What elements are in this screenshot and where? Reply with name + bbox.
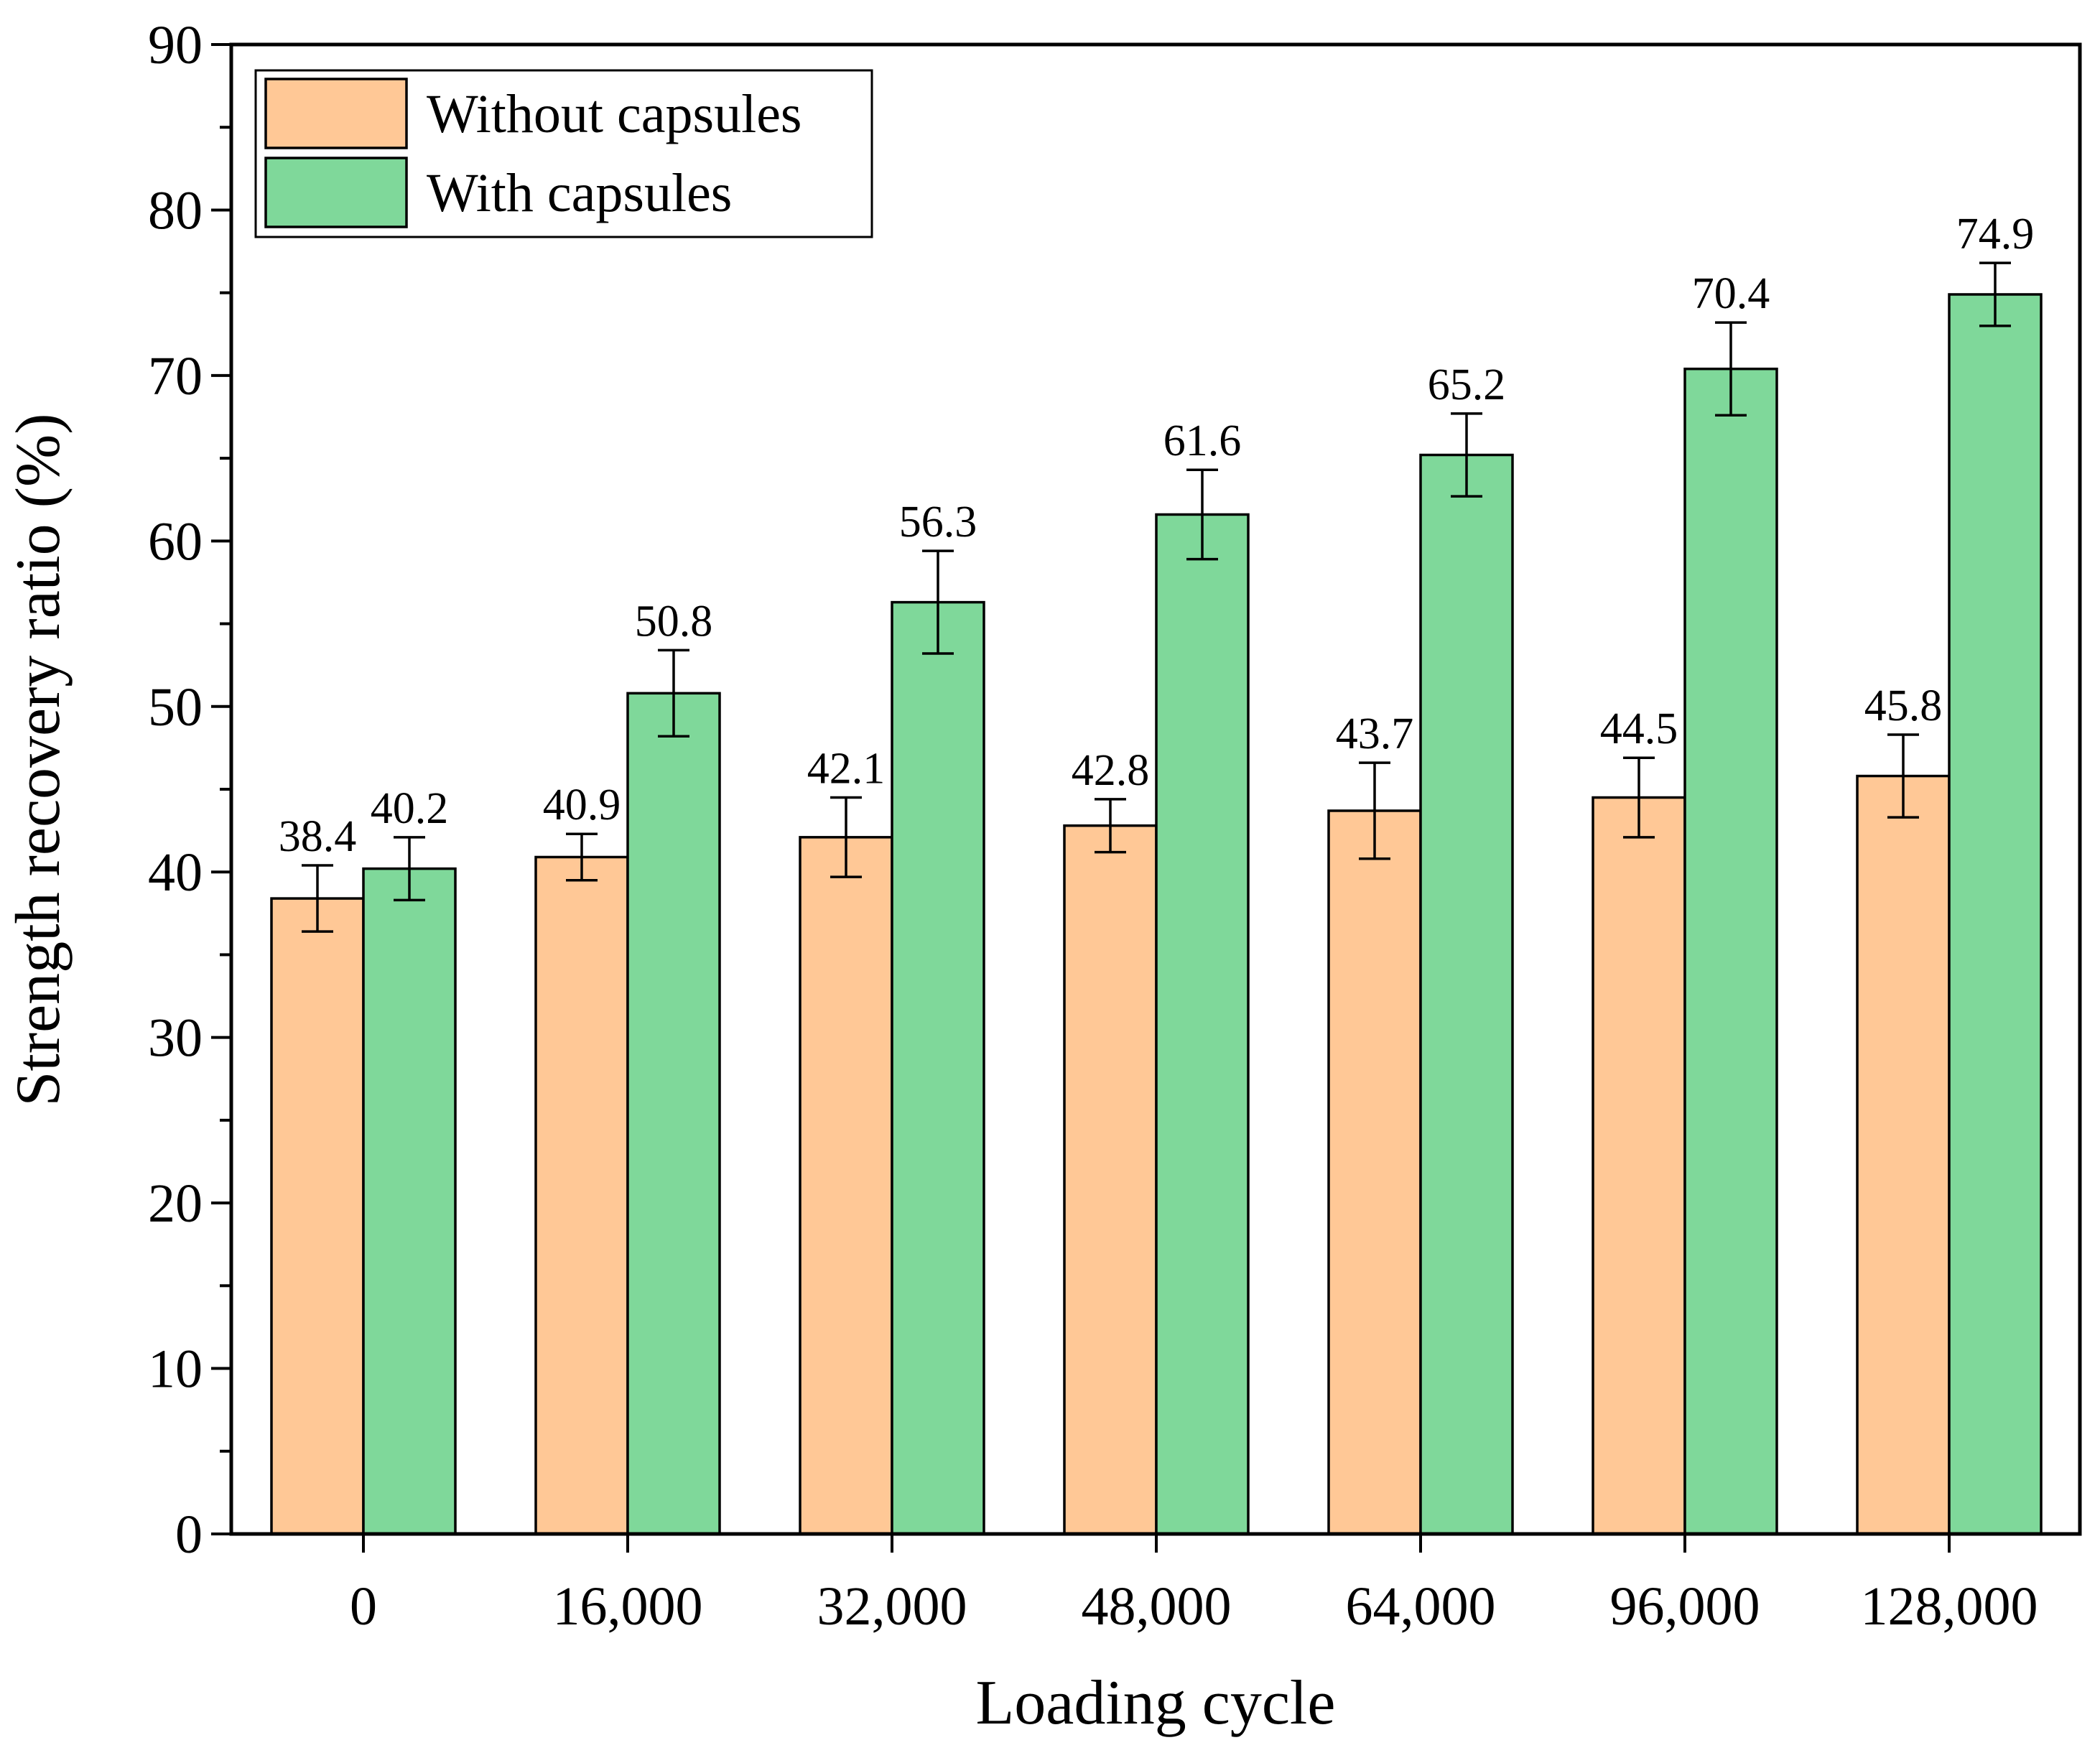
- data-label: 70.4: [1692, 269, 1770, 318]
- x-tick-label: 128,000: [1861, 1576, 2038, 1637]
- bar[interactable]: [1856, 774, 1951, 1535]
- bar[interactable]: [1327, 809, 1422, 1535]
- y-tick-label: 30: [148, 1008, 203, 1069]
- bar[interactable]: [799, 836, 893, 1535]
- legend-swatch: [264, 157, 408, 228]
- y-tick-label: 20: [148, 1173, 203, 1234]
- legend-label: Without capsules: [427, 84, 802, 144]
- data-label: 40.9: [543, 781, 621, 829]
- bar[interactable]: [534, 855, 629, 1535]
- bar[interactable]: [1063, 824, 1158, 1535]
- y-tick-label: 10: [148, 1339, 203, 1400]
- data-label: 40.2: [371, 784, 449, 833]
- bar[interactable]: [626, 692, 721, 1535]
- y-tick-label: 70: [148, 346, 203, 406]
- bar[interactable]: [1155, 513, 1250, 1535]
- legend-label: With capsules: [427, 163, 732, 223]
- data-label: 44.5: [1600, 704, 1678, 753]
- data-label: 45.8: [1864, 682, 1943, 730]
- bar[interactable]: [1592, 796, 1686, 1535]
- data-label: 61.6: [1163, 417, 1242, 465]
- data-label: 42.8: [1072, 746, 1150, 795]
- x-axis-title: Loading cycle: [976, 1668, 1336, 1738]
- data-label: 74.9: [1956, 210, 2035, 259]
- y-tick-label: 50: [148, 677, 203, 738]
- bar[interactable]: [362, 867, 457, 1535]
- x-tick-label: 16,000: [553, 1576, 703, 1637]
- y-tick-label: 90: [148, 15, 203, 75]
- bar[interactable]: [1948, 293, 2043, 1535]
- y-tick-label: 40: [148, 842, 203, 903]
- bar[interactable]: [1683, 367, 1778, 1535]
- legend-swatch: [264, 78, 408, 149]
- x-tick-label: 64,000: [1346, 1576, 1496, 1637]
- data-label: 42.1: [807, 745, 886, 794]
- bar[interactable]: [270, 897, 365, 1535]
- data-label: 43.7: [1336, 710, 1414, 758]
- y-tick-label: 80: [148, 180, 203, 241]
- x-tick-label: 96,000: [1610, 1576, 1760, 1637]
- y-tick-label: 0: [175, 1504, 203, 1565]
- bar[interactable]: [891, 600, 985, 1535]
- y-tick-label: 60: [148, 511, 203, 572]
- data-label: 38.4: [279, 812, 357, 861]
- x-tick-label: 0: [350, 1576, 377, 1637]
- y-axis-title: Strength recovery ratio (%): [4, 413, 73, 1106]
- data-label: 56.3: [899, 498, 977, 547]
- data-label: 65.2: [1428, 361, 1506, 409]
- plot-area: 38.4 40.9 42.1 42.8 43.7 44.5 45.8 40.2 50.8 56.3…: [148, 15, 2082, 1637]
- x-tick-label: 48,000: [1082, 1576, 1232, 1637]
- data-label: 50.8: [635, 597, 713, 646]
- bar[interactable]: [1419, 453, 1514, 1535]
- x-tick-label: 32,000: [817, 1576, 967, 1637]
